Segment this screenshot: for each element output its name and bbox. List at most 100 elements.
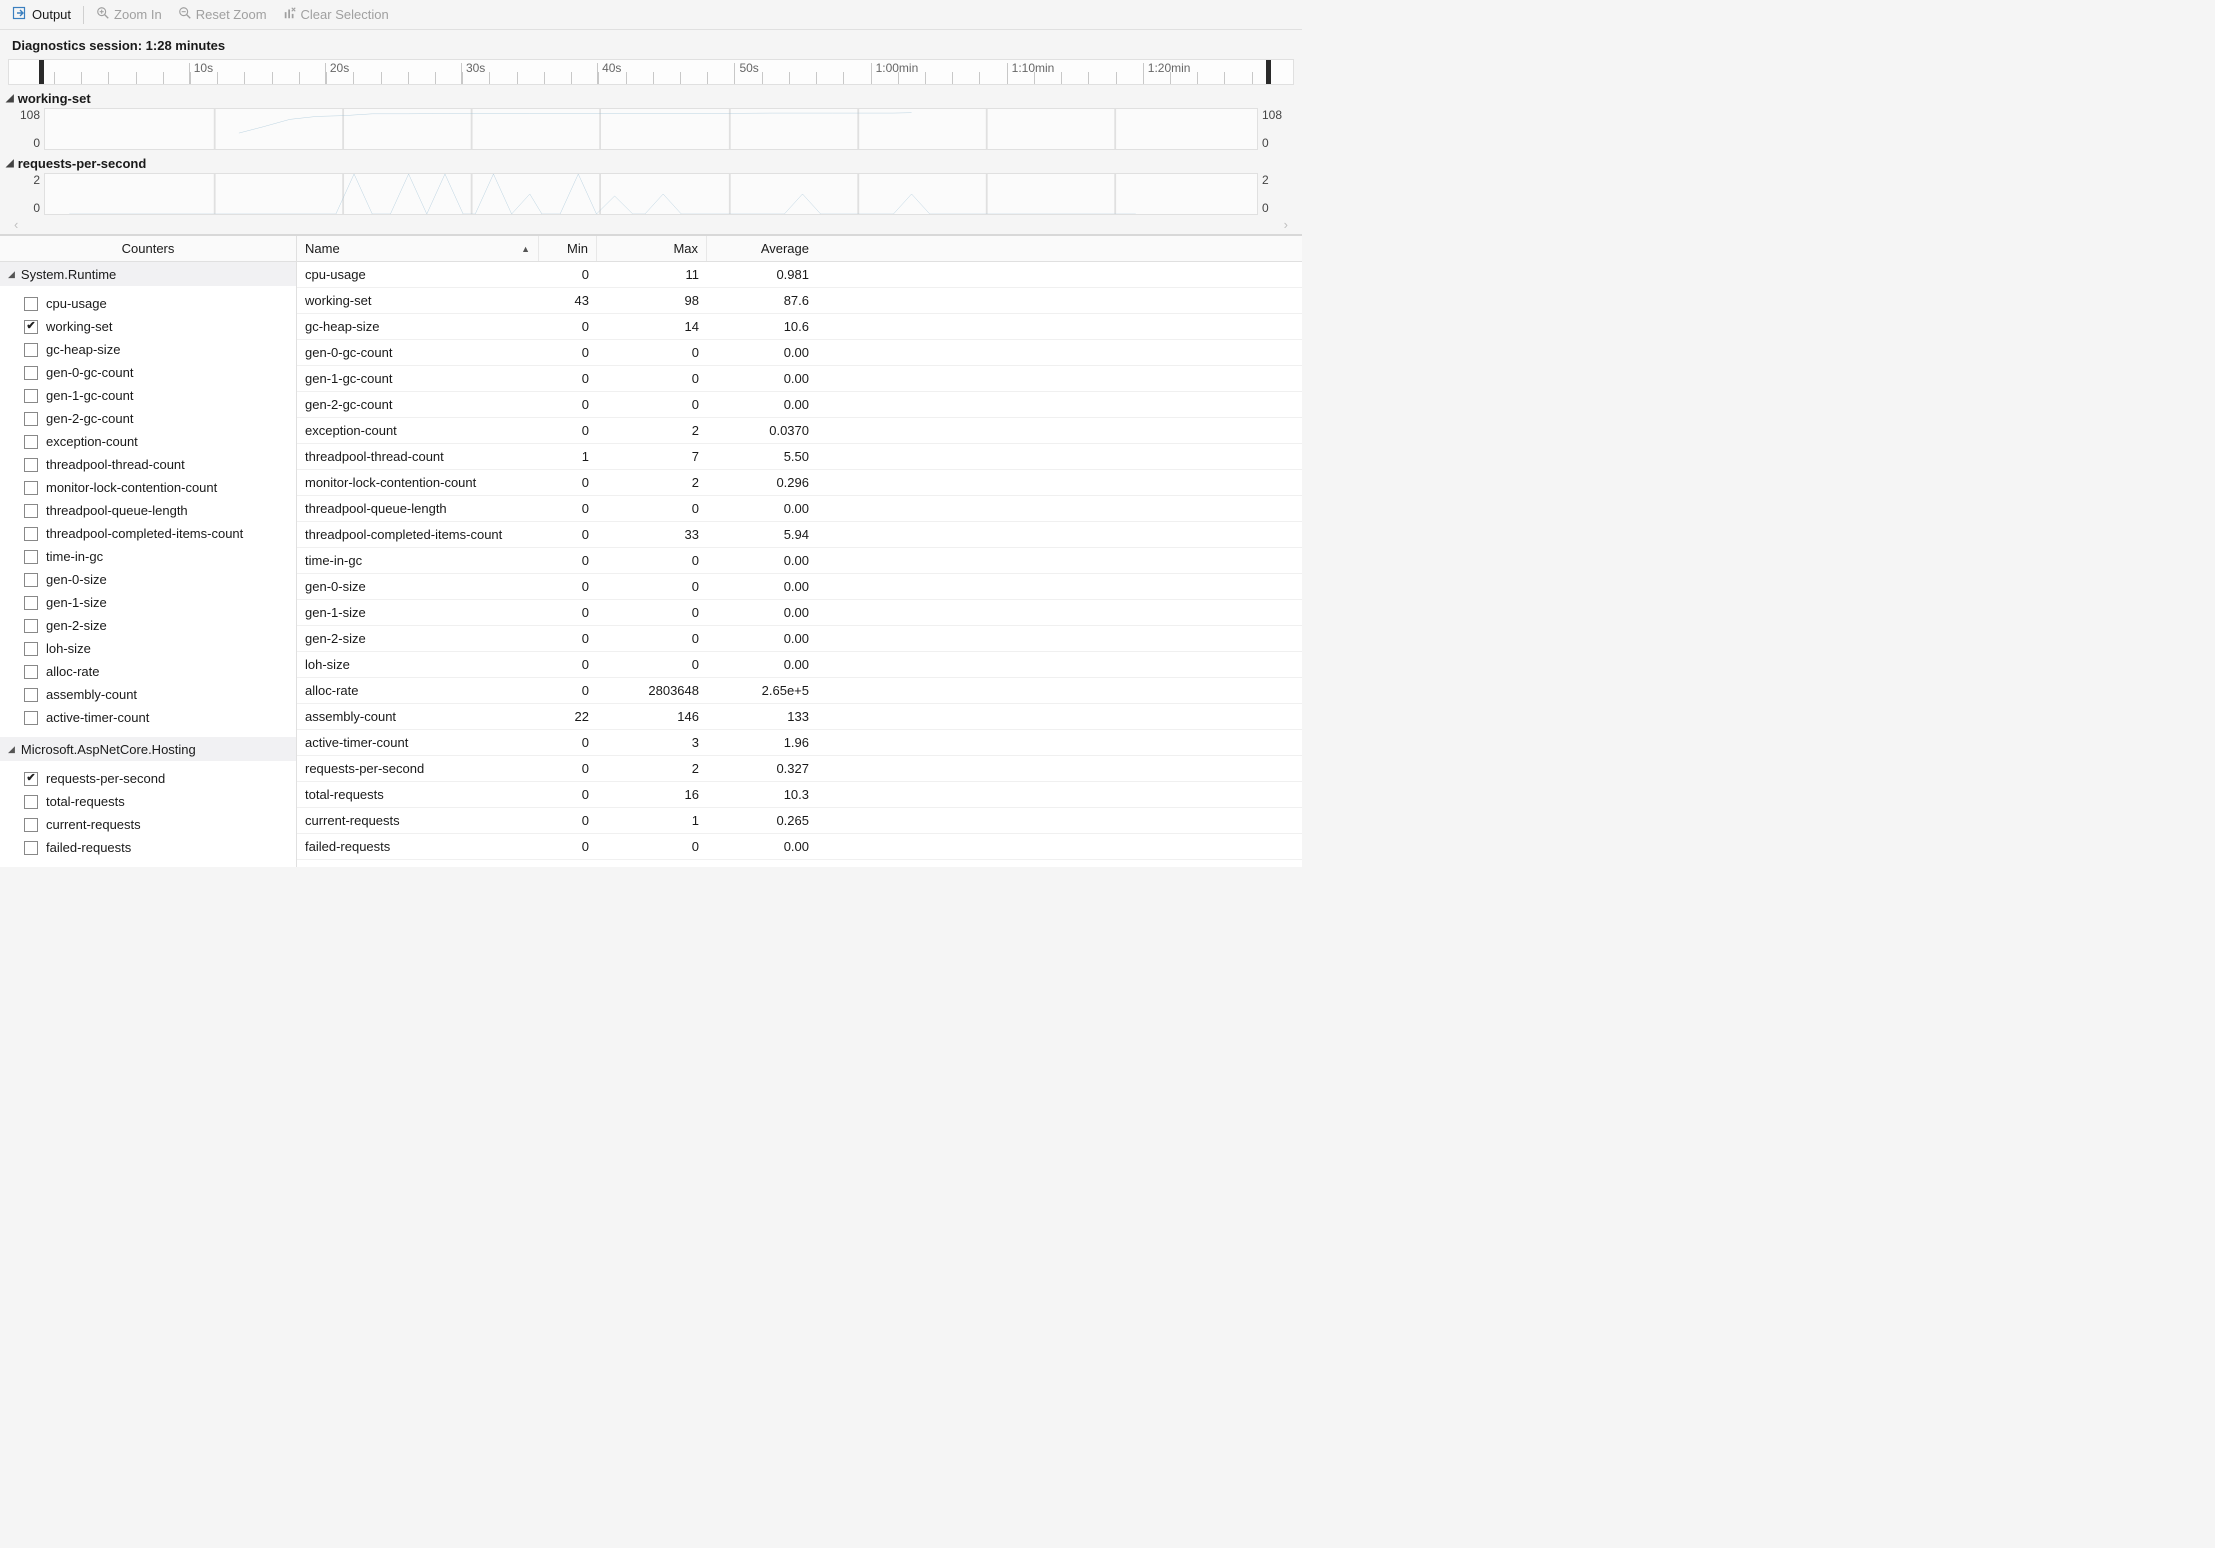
table-row[interactable]: gen-1-size000.00	[297, 600, 1302, 626]
counter-item[interactable]: requests-per-second	[0, 767, 296, 790]
counter-group-header[interactable]: ◢Microsoft.AspNetCore.Hosting	[0, 737, 296, 761]
checkbox[interactable]	[24, 504, 38, 518]
table-row[interactable]: alloc-rate028036482.65e+5	[297, 678, 1302, 704]
timeline-tick-label: 10s	[194, 61, 213, 75]
checkbox[interactable]	[24, 412, 38, 426]
table-row[interactable]: active-timer-count031.96	[297, 730, 1302, 756]
table-row[interactable]: gen-0-size000.00	[297, 574, 1302, 600]
counter-item-label: assembly-count	[46, 687, 137, 702]
counter-item[interactable]: gc-heap-size	[0, 338, 296, 361]
chart-plot[interactable]	[44, 108, 1258, 150]
checkbox[interactable]	[24, 527, 38, 541]
checkbox[interactable]	[24, 320, 38, 334]
counter-item[interactable]: gen-2-gc-count	[0, 407, 296, 430]
counter-group-header[interactable]: ◢System.Runtime	[0, 262, 296, 286]
collapse-icon: ◢	[6, 158, 14, 169]
counter-item[interactable]: cpu-usage	[0, 292, 296, 315]
counter-item[interactable]: gen-0-gc-count	[0, 361, 296, 384]
checkbox[interactable]	[24, 795, 38, 809]
counter-item[interactable]: monitor-lock-contention-count	[0, 476, 296, 499]
table-row[interactable]: working-set439887.6	[297, 288, 1302, 314]
counter-item[interactable]: threadpool-completed-items-count	[0, 522, 296, 545]
table-row[interactable]: threadpool-thread-count175.50	[297, 444, 1302, 470]
y-top: 108	[20, 108, 40, 122]
table-row[interactable]: current-requests010.265	[297, 808, 1302, 834]
checkbox[interactable]	[24, 596, 38, 610]
column-header-average[interactable]: Average	[707, 236, 817, 261]
timeline-tick-minor	[435, 72, 436, 84]
table-row[interactable]: assembly-count22146133	[297, 704, 1302, 730]
y-top: 2	[33, 173, 40, 187]
counter-item[interactable]: gen-0-size	[0, 568, 296, 591]
table-row[interactable]: exception-count020.0370	[297, 418, 1302, 444]
column-header-min[interactable]: Min	[539, 236, 597, 261]
timeline-tick-minor	[626, 72, 627, 84]
counter-item[interactable]: time-in-gc	[0, 545, 296, 568]
counter-item[interactable]: failed-requests	[0, 836, 296, 859]
output-icon	[12, 5, 28, 24]
checkbox[interactable]	[24, 297, 38, 311]
timeline-ruler[interactable]: 10s20s30s40s50s1:00min1:10min1:20min	[8, 59, 1294, 85]
counter-item[interactable]: working-set	[0, 315, 296, 338]
checkbox[interactable]	[24, 772, 38, 786]
checkbox[interactable]	[24, 818, 38, 832]
output-button[interactable]: Output	[6, 3, 77, 26]
counter-item[interactable]: alloc-rate	[0, 660, 296, 683]
table-row[interactable]: monitor-lock-contention-count020.296	[297, 470, 1302, 496]
table-row[interactable]: gen-2-gc-count000.00	[297, 392, 1302, 418]
timeline-start-marker[interactable]	[39, 60, 44, 84]
checkbox[interactable]	[24, 550, 38, 564]
column-header-name[interactable]: Name ▲	[297, 236, 539, 261]
table-row[interactable]: requests-per-second020.327	[297, 756, 1302, 782]
checkbox[interactable]	[24, 711, 38, 725]
counter-item[interactable]: loh-size	[0, 637, 296, 660]
counter-item[interactable]: gen-2-size	[0, 614, 296, 637]
checkbox[interactable]	[24, 573, 38, 587]
chart-title[interactable]: ◢working-set	[0, 89, 1302, 108]
checkbox[interactable]	[24, 688, 38, 702]
counter-item[interactable]: current-requests	[0, 813, 296, 836]
table-row[interactable]: cpu-usage0110.981	[297, 262, 1302, 288]
checkbox[interactable]	[24, 642, 38, 656]
counter-item[interactable]: total-requests	[0, 790, 296, 813]
table-row[interactable]: gc-heap-size01410.6	[297, 314, 1302, 340]
counter-item[interactable]: threadpool-queue-length	[0, 499, 296, 522]
counter-item[interactable]: gen-1-size	[0, 591, 296, 614]
cell-min: 0	[539, 527, 597, 542]
counter-item-label: current-requests	[46, 817, 141, 832]
table-row[interactable]: failed-requests000.00	[297, 834, 1302, 860]
checkbox[interactable]	[24, 366, 38, 380]
counter-item[interactable]: active-timer-count	[0, 706, 296, 729]
output-label: Output	[32, 7, 71, 22]
table-row[interactable]: loh-size000.00	[297, 652, 1302, 678]
counter-item[interactable]: threadpool-thread-count	[0, 453, 296, 476]
checkbox[interactable]	[24, 481, 38, 495]
table-row[interactable]: gen-1-gc-count000.00	[297, 366, 1302, 392]
checkbox[interactable]	[24, 389, 38, 403]
reset-zoom-button[interactable]: Reset Zoom	[172, 4, 273, 25]
table-row[interactable]: time-in-gc000.00	[297, 548, 1302, 574]
table-row[interactable]: gen-0-gc-count000.00	[297, 340, 1302, 366]
chart-title[interactable]: ◢requests-per-second	[0, 154, 1302, 173]
cell-min: 0	[539, 319, 597, 334]
timeline-end-marker[interactable]	[1266, 60, 1271, 84]
table-row[interactable]: total-requests01610.3	[297, 782, 1302, 808]
checkbox[interactable]	[24, 343, 38, 357]
table-row[interactable]: gen-2-size000.00	[297, 626, 1302, 652]
counter-item[interactable]: assembly-count	[0, 683, 296, 706]
zoom-in-icon	[96, 6, 110, 23]
clear-selection-button[interactable]: Clear Selection	[277, 4, 395, 25]
cell-max: 3	[597, 735, 707, 750]
counter-item[interactable]: exception-count	[0, 430, 296, 453]
checkbox[interactable]	[24, 665, 38, 679]
counter-item[interactable]: gen-1-gc-count	[0, 384, 296, 407]
checkbox[interactable]	[24, 841, 38, 855]
chart-plot[interactable]	[44, 173, 1258, 215]
column-header-max[interactable]: Max	[597, 236, 707, 261]
table-row[interactable]: threadpool-completed-items-count0335.94	[297, 522, 1302, 548]
checkbox[interactable]	[24, 619, 38, 633]
table-row[interactable]: threadpool-queue-length000.00	[297, 496, 1302, 522]
checkbox[interactable]	[24, 458, 38, 472]
checkbox[interactable]	[24, 435, 38, 449]
zoom-in-button[interactable]: Zoom In	[90, 4, 168, 25]
